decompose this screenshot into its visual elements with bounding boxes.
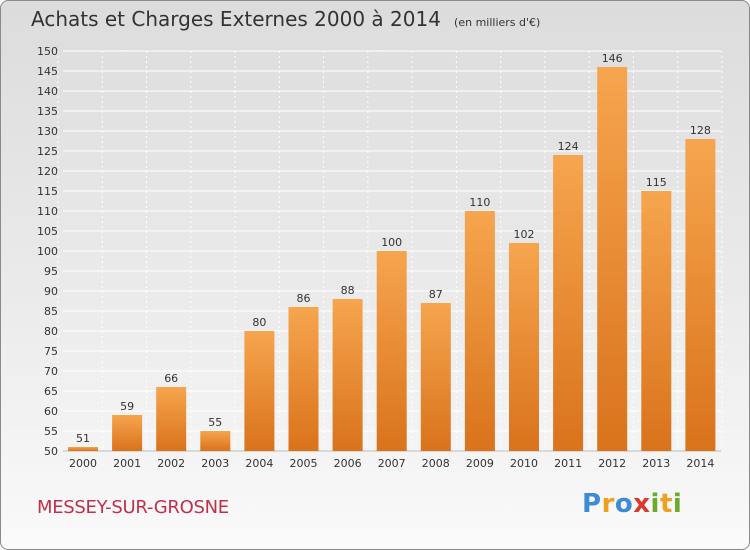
logo-letter: P: [582, 489, 602, 519]
bar: [420, 303, 451, 451]
y-tick-label: 115: [37, 185, 58, 198]
y-tick-label: 50: [44, 445, 58, 458]
y-tick-label: 140: [37, 85, 58, 98]
y-axis-ticks: 50 55 60 65 70 75 80 85 90 95 100 105 110 115 120 125 13…: [37, 45, 58, 458]
y-tick-label: 130: [37, 125, 58, 138]
x-tick-label: 2007: [378, 457, 406, 470]
logo-letter: x: [633, 489, 651, 519]
bar: [641, 191, 672, 451]
bar: [68, 447, 98, 451]
proxiti-logo: Proxiti: [582, 489, 682, 519]
bar: [156, 387, 187, 451]
commune-name: MESSEY-SUR-GROSNE: [37, 497, 229, 518]
y-tick-label: 55: [44, 425, 58, 438]
data-label: 51: [76, 432, 90, 445]
y-tick-label: 135: [37, 105, 58, 118]
x-tick-label: 2012: [598, 457, 626, 470]
y-tick-label: 95: [44, 265, 58, 278]
y-tick-label: 85: [44, 305, 58, 318]
bar: [597, 67, 628, 451]
data-label: 87: [429, 288, 443, 301]
y-tick-label: 120: [37, 165, 58, 178]
data-label: 146: [602, 52, 623, 65]
chart-title: Achats et Charges Externes 2000 à 2014 (…: [31, 7, 540, 31]
y-tick-label: 105: [37, 225, 58, 238]
x-tick-label: 2008: [422, 457, 450, 470]
y-tick-label: 70: [44, 365, 58, 378]
x-tick-label: 2010: [510, 457, 538, 470]
logo-letter: o: [614, 489, 634, 519]
bar: [332, 299, 363, 451]
bar: [200, 431, 231, 451]
x-tick-label: 2003: [201, 457, 229, 470]
x-tick-label: 2006: [334, 457, 362, 470]
logo-letter: i: [650, 489, 660, 519]
y-tick-label: 125: [37, 145, 58, 158]
y-tick-label: 110: [37, 205, 58, 218]
x-tick-label: 2005: [290, 457, 318, 470]
data-label: 115: [646, 176, 667, 189]
x-tick-label: 2002: [157, 457, 185, 470]
logo-letter: i: [672, 489, 683, 519]
bar: [244, 331, 275, 451]
bar: [376, 251, 407, 451]
x-tick-label: 2009: [466, 457, 494, 470]
data-label: 124: [558, 140, 579, 153]
bars: [68, 67, 716, 451]
logo-letter: r: [601, 489, 615, 519]
y-tick-label: 80: [44, 325, 58, 338]
bar: [288, 307, 319, 451]
data-label: 55: [208, 416, 222, 429]
y-tick-label: 150: [37, 45, 58, 58]
bar: [464, 211, 495, 451]
y-tick-label: 75: [44, 345, 58, 358]
data-label: 100: [381, 236, 402, 249]
bar: [685, 139, 716, 451]
unit-text: (en milliers d'€): [454, 16, 541, 29]
data-label: 86: [297, 292, 311, 305]
title-text: Achats et Charges Externes 2000 à 2014: [31, 7, 441, 31]
data-label: 59: [120, 400, 134, 413]
data-label: 128: [690, 124, 711, 137]
y-tick-label: 145: [37, 65, 58, 78]
x-tick-label: 2004: [245, 457, 273, 470]
logo-letter: t: [659, 489, 673, 519]
bar: [509, 243, 539, 451]
y-tick-label: 90: [44, 285, 58, 298]
x-tick-label: 2014: [686, 457, 714, 470]
x-tick-label: 2001: [113, 457, 141, 470]
x-axis-ticks: 2000 2001 2002 2003 2004 2005 2006 2007 2008 2009…: [69, 457, 714, 470]
data-label: 88: [341, 284, 355, 297]
data-label: 102: [514, 228, 535, 241]
data-label: 66: [164, 372, 178, 385]
data-label: 80: [252, 316, 266, 329]
bar: [553, 155, 584, 451]
y-tick-label: 100: [37, 245, 58, 258]
data-labels: 51 59 66 55 80 86 88 100 87 110 102 124 146 115 128: [76, 52, 711, 445]
x-tick-label: 2011: [554, 457, 582, 470]
y-tick-label: 60: [44, 405, 58, 418]
x-tick-label: 2000: [69, 457, 97, 470]
x-tick-label: 2013: [642, 457, 670, 470]
bar: [112, 415, 143, 451]
data-label: 110: [469, 196, 490, 209]
y-tick-label: 65: [44, 385, 58, 398]
